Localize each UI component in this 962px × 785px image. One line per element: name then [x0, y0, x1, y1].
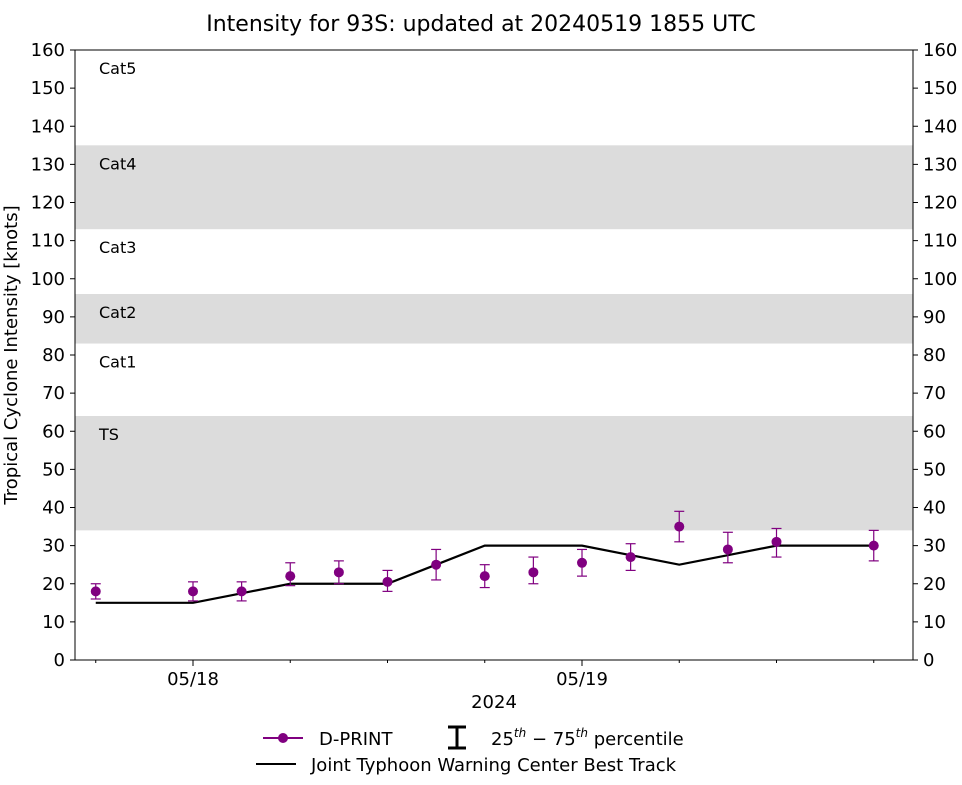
- band-ts: [75, 416, 913, 531]
- ytick-label-left-50: 50: [42, 459, 65, 480]
- xtick-label-0: 05/18: [167, 669, 219, 690]
- dprint-point-9: [577, 548, 587, 577]
- dprint-marker: [188, 586, 198, 597]
- axis-ticks: 0 0 10 10 20 20 30 30 40 40 50 50 60 60 70 70 80 80 90 90 10…: [31, 40, 958, 690]
- ytick-label-right-60: 60: [923, 421, 946, 442]
- ytick-label-right-50: 50: [923, 459, 946, 480]
- ytick-label-left-20: 20: [42, 574, 65, 595]
- dprint-marker: [431, 559, 442, 570]
- legend-percentile-end: percentile: [588, 729, 684, 750]
- ytick-label-left-30: 30: [42, 536, 65, 557]
- dprint-marker: [722, 544, 733, 555]
- dprint-marker: [577, 557, 587, 568]
- ytick-label-left-10: 10: [42, 612, 65, 633]
- y-axis-label: Tropical Cyclone Intensity [knots]: [1, 205, 22, 505]
- ytick-label-right-70: 70: [923, 383, 946, 404]
- dprint-point-5: [382, 569, 393, 592]
- legend-dprint-label: D-PRINT: [319, 729, 393, 750]
- dprint-point-12: [722, 531, 733, 564]
- plot-frame: [74, 49, 914, 661]
- band-label-cat4: Cat4: [99, 154, 136, 173]
- dprint-point-11: [674, 510, 685, 543]
- legend: D-PRINT 25th − 75th percentile Joint Typ…: [256, 725, 684, 776]
- band-label-cat2: Cat2: [99, 303, 136, 322]
- dprint-point-1: [188, 581, 198, 602]
- dprint-point-3: [285, 562, 296, 587]
- dprint-marker: [528, 567, 539, 578]
- band-cat2: [75, 294, 913, 344]
- ytick-label-left-60: 60: [42, 421, 65, 442]
- band-label-cat5: Cat5: [99, 59, 136, 78]
- legend-percentile-sup2: th: [576, 726, 588, 740]
- dprint-point-13: [771, 527, 782, 558]
- ytick-label-right-160: 160: [923, 40, 957, 61]
- dprint-marker: [236, 586, 247, 597]
- legend-percentile-mid: − 75: [526, 729, 575, 750]
- legend-percentile-base: 25: [491, 729, 514, 750]
- dprint-point-4: [333, 560, 344, 585]
- ytick-label-right-0: 0: [923, 650, 934, 671]
- ytick-label-left-110: 110: [31, 231, 65, 252]
- legend-dprint-marker: [278, 733, 288, 743]
- ytick-label-left-90: 90: [42, 307, 65, 328]
- dprint-marker: [868, 540, 879, 551]
- ytick-label-left-100: 100: [31, 269, 65, 290]
- dprint-marker: [382, 576, 393, 587]
- band-label-cat1: Cat1: [99, 353, 136, 372]
- dprint-point-6: [431, 548, 442, 581]
- dprint-point-0: [90, 583, 101, 600]
- ytick-label-left-120: 120: [31, 193, 65, 214]
- ytick-label-left-160: 160: [31, 40, 65, 61]
- data-series: [90, 510, 879, 604]
- dprint-point-8: [528, 556, 539, 585]
- dprint-marker: [771, 536, 782, 547]
- dprint-point-2: [236, 581, 247, 602]
- chart-title: Intensity for 93S: updated at 20240519 1…: [206, 12, 756, 37]
- ytick-label-right-30: 30: [923, 536, 946, 557]
- x-axis-label: 2024: [471, 692, 517, 713]
- ytick-label-right-150: 150: [923, 78, 957, 99]
- ytick-label-right-130: 130: [923, 154, 957, 175]
- band-label-ts: TS: [98, 425, 119, 444]
- legend-best-track-label: Joint Typhoon Warning Center Best Track: [310, 755, 677, 776]
- legend-errorbar-icon: [448, 725, 466, 750]
- dprint-point-10: [625, 543, 636, 572]
- dprint-marker: [674, 521, 685, 532]
- dprint-point-14: [868, 529, 879, 562]
- xtick-label-48: 05/19: [556, 669, 608, 690]
- ytick-label-left-150: 150: [31, 78, 65, 99]
- ytick-label-left-80: 80: [42, 345, 65, 366]
- best-track-line: [95, 544, 874, 604]
- ytick-label-left-0: 0: [54, 650, 65, 671]
- dprint-marker: [333, 567, 344, 578]
- ytick-label-left-40: 40: [42, 498, 65, 519]
- ytick-label-right-140: 140: [923, 116, 957, 137]
- band-cat4: [75, 145, 913, 230]
- ytick-label-right-100: 100: [923, 269, 957, 290]
- ytick-label-left-140: 140: [31, 116, 65, 137]
- ytick-label-right-10: 10: [923, 612, 946, 633]
- dprint-marker: [90, 586, 101, 597]
- ytick-label-right-120: 120: [923, 193, 957, 214]
- dprint-marker: [285, 571, 296, 582]
- ytick-label-right-90: 90: [923, 307, 946, 328]
- ytick-label-left-130: 130: [31, 154, 65, 175]
- dprint-point-7: [479, 564, 490, 589]
- category-bands: TS Cat1 Cat2 Cat3 Cat4 Cat5: [75, 59, 913, 531]
- dprint-marker: [479, 571, 490, 582]
- ytick-label-right-80: 80: [923, 345, 946, 366]
- ytick-label-right-40: 40: [923, 498, 946, 519]
- dprint-marker: [625, 552, 636, 563]
- legend-percentile-sup1: th: [514, 726, 526, 740]
- ytick-label-left-70: 70: [42, 383, 65, 404]
- band-label-cat3: Cat3: [99, 238, 136, 257]
- ytick-label-right-20: 20: [923, 574, 946, 595]
- legend-percentile-label: 25th − 75th percentile: [491, 726, 684, 750]
- ytick-label-right-110: 110: [923, 231, 957, 252]
